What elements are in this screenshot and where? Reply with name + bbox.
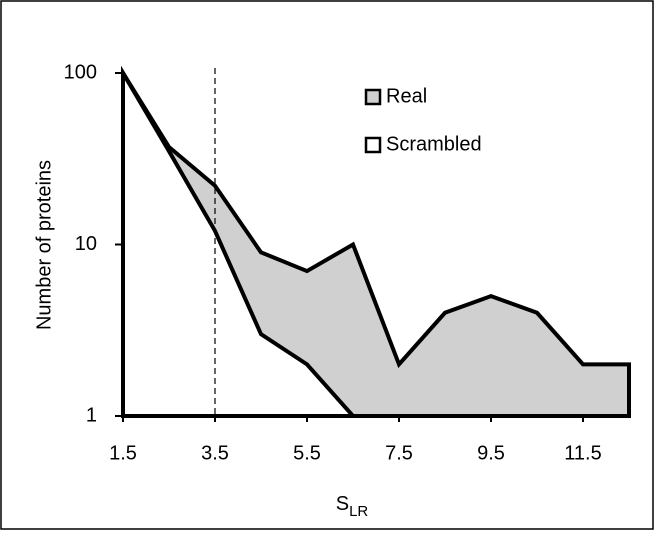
legend-label: Scrambled (386, 133, 482, 155)
legend-label: Real (386, 85, 427, 107)
x-tick-label: 11.5 (564, 442, 601, 464)
x-tick-label: 3.5 (201, 442, 229, 464)
x-axis-label: SLR (336, 493, 369, 520)
x-axis-label-main: S (336, 493, 349, 515)
legend-swatch (364, 136, 382, 154)
x-tick-label: 9.5 (477, 442, 505, 464)
y-tick-label: 100 (64, 61, 97, 83)
x-axis-label-sub: LR (349, 503, 368, 520)
y-axis-label: Number of proteins (33, 160, 55, 330)
legend-swatch (364, 88, 382, 106)
y-tick-label: 1 (86, 404, 97, 426)
y-tick-label: 10 (75, 233, 97, 255)
x-tick-label: 1.5 (109, 442, 137, 464)
x-tick-label: 5.5 (293, 442, 321, 464)
x-tick-label: 7.5 (385, 442, 413, 464)
